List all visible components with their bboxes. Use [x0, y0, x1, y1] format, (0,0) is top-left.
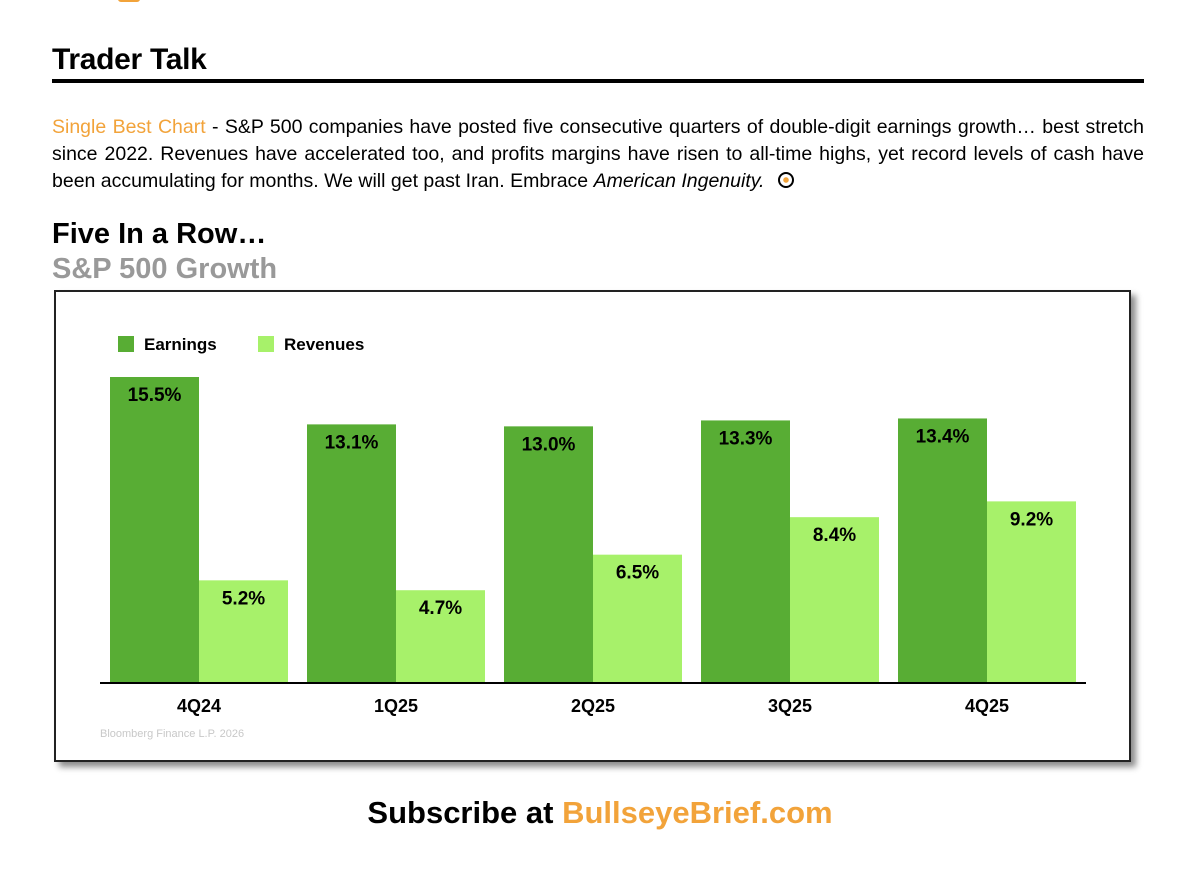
bar-0-4	[898, 418, 987, 683]
data-label-1-3: 8.4%	[813, 525, 856, 546]
legend-label-0: Earnings	[144, 335, 217, 354]
x-tick-label-0: 4Q24	[177, 696, 221, 716]
bar-1-3	[790, 517, 879, 683]
bar-1-2	[593, 554, 682, 683]
chart-subtitle: S&P 500 Growth	[52, 253, 278, 285]
bullseye-icon	[778, 172, 795, 188]
data-label-1-1: 4.7%	[419, 598, 462, 619]
chart-title: Five In a Row…	[52, 218, 267, 250]
bar-0-3	[701, 420, 790, 683]
bar-0-0	[110, 377, 199, 683]
x-tick-label-1: 1Q25	[374, 696, 418, 716]
cropped-header-fragment	[118, 0, 140, 2]
bar-0-2	[504, 426, 593, 683]
section-title: Trader Talk	[52, 43, 207, 76]
intro-paragraph: Single Best Chart - S&P 500 companies ha…	[52, 114, 1144, 195]
bar-1-1	[396, 590, 485, 683]
x-tick-label-4: 4Q25	[965, 696, 1009, 716]
data-label-0-1: 13.1%	[325, 432, 379, 453]
legend-label-1: Revenues	[284, 335, 364, 354]
title-rule	[52, 79, 1144, 83]
bar-0-1	[307, 424, 396, 683]
intro-emphasis: American Ingenuity.	[593, 170, 765, 192]
subscribe-link[interactable]: BullseyeBrief.com	[562, 795, 833, 830]
data-label-1-2: 6.5%	[616, 563, 659, 584]
data-label-1-0: 5.2%	[222, 588, 265, 609]
legend-swatch-1	[258, 336, 274, 352]
data-label-0-3: 13.3%	[719, 428, 773, 449]
source-note: Bloomberg Finance L.P. 2026	[100, 728, 244, 740]
intro-body: - S&P 500 companies have posted five con…	[52, 116, 1144, 192]
x-tick-label-2: 2Q25	[571, 696, 615, 716]
data-label-0-4: 13.4%	[916, 426, 970, 447]
bar-1-0	[199, 580, 288, 683]
bar-1-4	[987, 501, 1076, 683]
subscribe-prefix: Subscribe at	[367, 795, 563, 830]
intro-highlight: Single Best Chart	[52, 116, 206, 138]
chart-frame: Earnings Revenues 15.5% 5.2% 4Q24 13.1% 4.7% 1Q…	[54, 290, 1131, 762]
data-label-0-0: 15.5%	[128, 385, 182, 406]
subscribe-line: Subscribe at BullseyeBrief.com	[0, 795, 1200, 831]
data-label-1-4: 9.2%	[1010, 509, 1053, 530]
x-tick-label-3: 3Q25	[768, 696, 812, 716]
legend-swatch-0	[118, 336, 134, 352]
data-label-0-2: 13.0%	[522, 434, 576, 455]
bar-chart: Earnings Revenues 15.5% 5.2% 4Q24 13.1% 4.7% 1Q…	[100, 335, 1086, 740]
